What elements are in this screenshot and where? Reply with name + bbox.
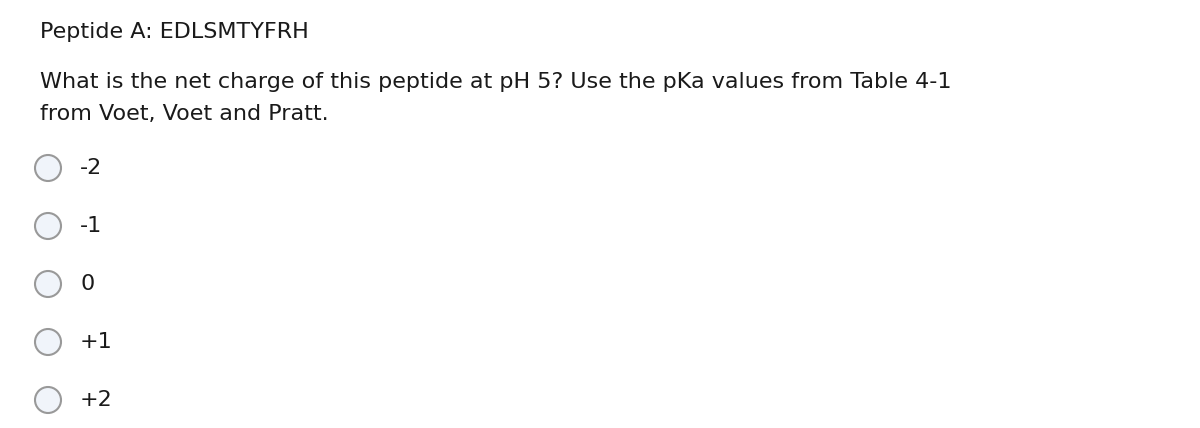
Text: 0: 0 (80, 274, 95, 294)
Text: +2: +2 (80, 390, 113, 410)
Circle shape (35, 213, 61, 239)
Text: -2: -2 (80, 158, 102, 178)
Text: Peptide A: EDLSMTYFRH: Peptide A: EDLSMTYFRH (40, 22, 308, 42)
Text: -1: -1 (80, 216, 102, 236)
Circle shape (35, 387, 61, 413)
Text: What is the net charge of this peptide at pH 5? Use the pKa values from Table 4-: What is the net charge of this peptide a… (40, 72, 952, 92)
Circle shape (35, 271, 61, 297)
Circle shape (35, 155, 61, 181)
Text: +1: +1 (80, 332, 113, 352)
Text: from Voet, Voet and Pratt.: from Voet, Voet and Pratt. (40, 104, 329, 124)
Circle shape (35, 329, 61, 355)
